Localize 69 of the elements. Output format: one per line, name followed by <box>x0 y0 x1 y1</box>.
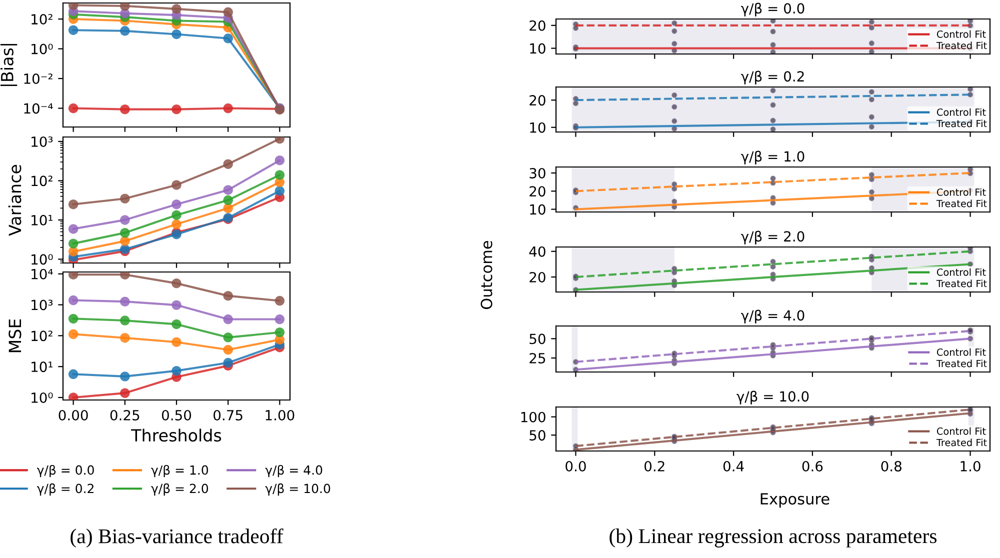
y-tick-label: 10⁰ <box>32 254 53 265</box>
x-tick-label: 0.8 <box>881 460 902 472</box>
legend-label: Treated Fit <box>936 280 987 288</box>
y-tick-label: 50 <box>530 334 546 344</box>
legend-label: Control Fit <box>936 188 986 196</box>
legend-label: γ/β = 4.0 <box>265 465 322 478</box>
y-tick-label: 10⁻⁴ <box>24 103 53 114</box>
legend-label: Control Fit <box>936 30 986 38</box>
y-tick-label: 10⁻² <box>24 73 52 84</box>
x-tick-label: 0.75 <box>214 410 242 420</box>
chart-title: γ/β = 1.0 <box>741 150 804 164</box>
y-tick-label: 10² <box>32 330 52 342</box>
y-tick-label: 20 <box>530 186 546 197</box>
x-tick-label: 0.4 <box>723 460 744 472</box>
x-tick-label: 1.00 <box>266 410 294 420</box>
y-tick-label: 10³ <box>32 136 53 147</box>
x-tick-label: 0.50 <box>162 410 192 420</box>
y-tick-label: 10⁰ <box>32 392 53 403</box>
chart-title: γ/β = 10.0 <box>736 390 809 404</box>
legend-label: Control Fit <box>936 108 986 116</box>
y-tick-label: 10² <box>32 14 52 25</box>
x-tick-label: 0.6 <box>802 460 823 472</box>
y-tick-label: 10¹ <box>32 214 53 226</box>
chart-title: γ/β = 0.0 <box>741 2 804 16</box>
chart-title: γ/β = 4.0 <box>741 310 804 324</box>
x-axis-title: Exposure <box>760 493 830 508</box>
legend-label: γ/β = 1.0 <box>151 465 208 478</box>
y-tick-label: 10 <box>530 204 546 215</box>
legend-label: γ/β = 0.2 <box>37 483 94 496</box>
y-axis-title: Outcome <box>480 240 492 310</box>
x-tick-label: 0.0 <box>566 460 586 472</box>
y-tick-label: 25 <box>530 352 546 364</box>
legend-label: γ/β = 10.0 <box>265 483 330 496</box>
x-tick-label: 0.2 <box>644 460 664 472</box>
y-tick-label: 10 <box>530 43 546 54</box>
legend-label: Treated Fit <box>936 360 987 368</box>
y-axis-title: |Bias| <box>0 44 18 86</box>
legend-label: Control Fit <box>936 268 986 276</box>
y-tick-label: 10² <box>32 176 52 186</box>
y-tick-label: 10³ <box>32 300 53 310</box>
text: (a) Bias-variance tradeoff <box>70 528 284 548</box>
legend-label: Control Fit <box>936 348 986 356</box>
y-tick-label: 40 <box>529 246 546 257</box>
y-tick-label: 50 <box>530 430 546 441</box>
y-tick-label: 20 <box>530 272 546 282</box>
y-tick-label: 20 <box>530 95 546 106</box>
y-tick-label: 10 <box>530 122 546 133</box>
chart-title: γ/β = 2.0 <box>741 230 804 244</box>
y-tick-label: 20 <box>530 20 546 31</box>
x-tick-label: 0.25 <box>110 410 140 420</box>
chart-title: γ/β = 0.2 <box>741 70 804 84</box>
text: (b) Linear regression across parameters <box>610 528 937 548</box>
y-tick-label: 10⁴ <box>32 268 53 280</box>
legend-label: Treated Fit <box>936 438 987 446</box>
x-axis-title: Thresholds <box>131 428 222 442</box>
y-tick-label: 100 <box>521 412 546 422</box>
legend-label: Control Fit <box>936 427 986 435</box>
y-axis-title: MSE <box>8 319 22 352</box>
x-tick-label: 0.00 <box>58 410 88 420</box>
x-tick-label: 1.0 <box>960 460 980 472</box>
y-tick-label: 30 <box>530 168 546 178</box>
legend-label: Treated Fit <box>936 120 987 128</box>
legend-label: γ/β = 0.0 <box>37 465 94 478</box>
legend-label: Treated Fit <box>936 42 987 50</box>
y-tick-label: 10⁰ <box>32 44 53 54</box>
legend-label: γ/β = 2.0 <box>151 483 208 496</box>
y-tick-label: 10¹ <box>32 362 53 372</box>
y-axis-title: Variance <box>8 164 22 236</box>
legend-label: Treated Fit <box>936 200 987 208</box>
